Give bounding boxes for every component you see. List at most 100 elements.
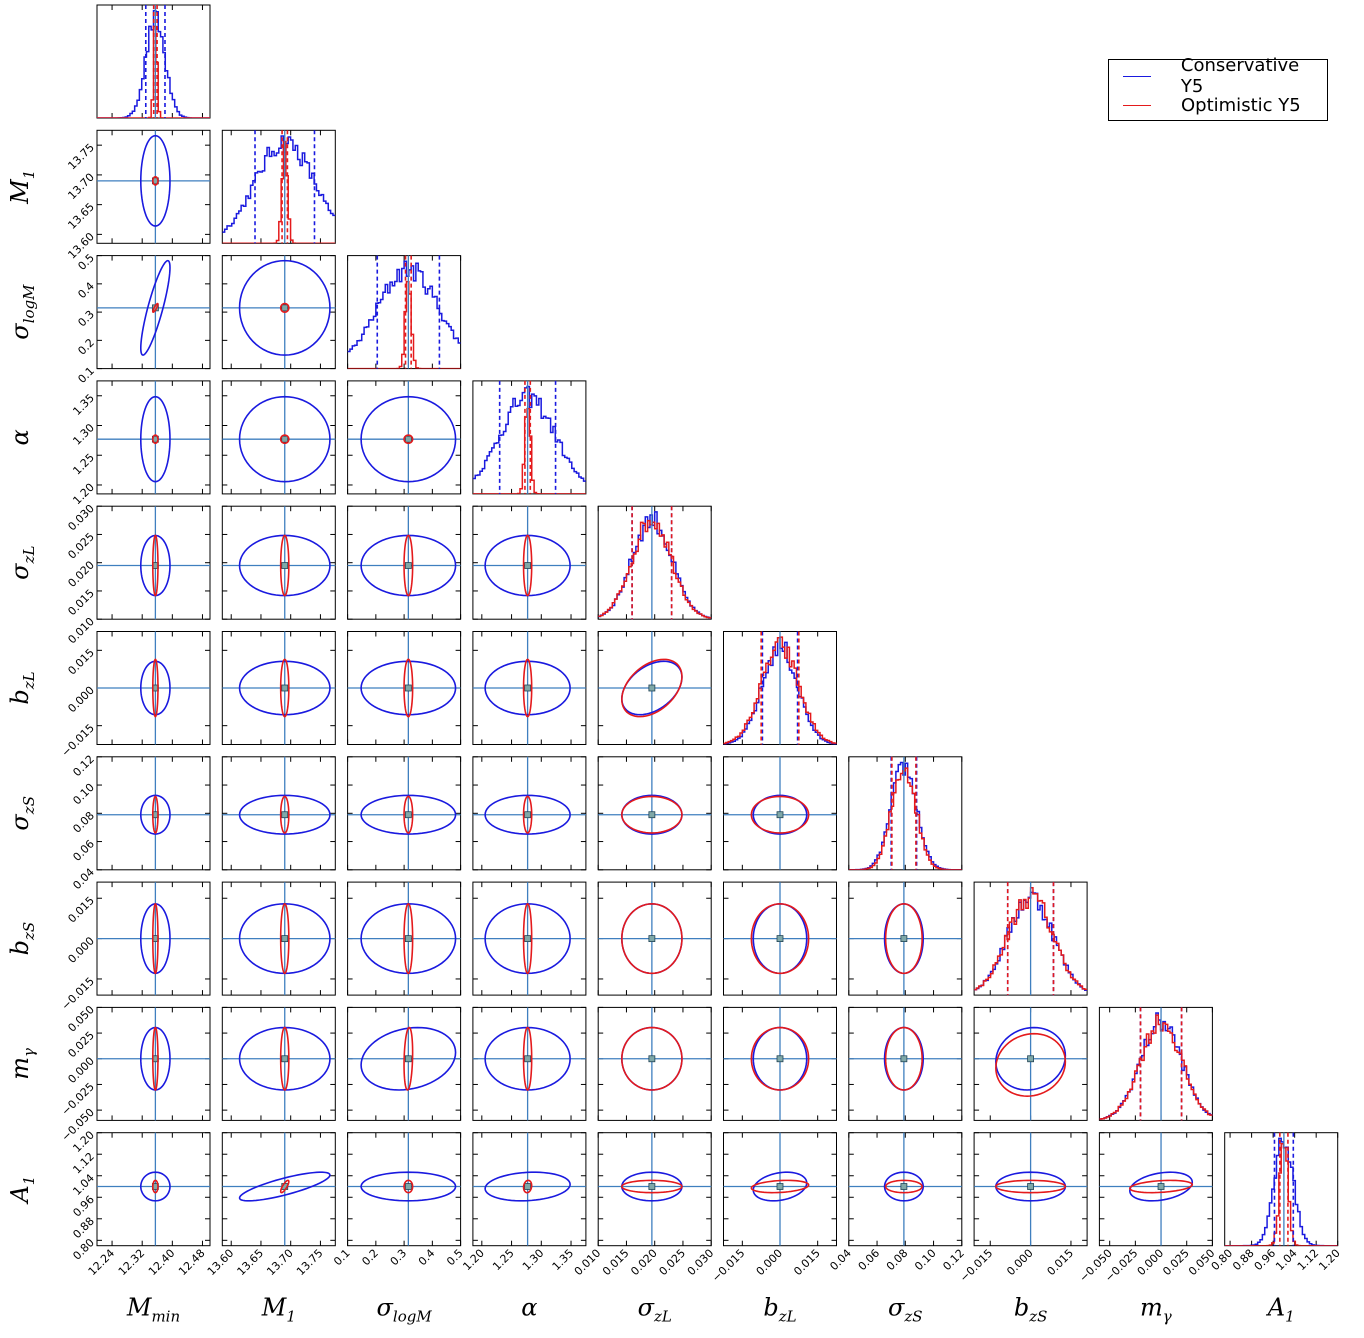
contour-optimistic (279, 1026, 290, 1091)
panel-b_zL-b_zL (723, 631, 837, 745)
truth-marker (524, 935, 532, 942)
contour-conservative (484, 1026, 571, 1091)
panel-A1-A1 (1224, 1132, 1339, 1247)
y-tick-label: 13.75 (65, 141, 96, 172)
x-tick-label: 0.88 (1230, 1247, 1257, 1274)
x-axis-label: α (521, 1294, 537, 1322)
contour-optimistic (152, 658, 159, 718)
x-tick-label: 0.025 (657, 1247, 688, 1278)
contour-optimistic (522, 658, 533, 718)
x-tick-label: 1.25 (490, 1247, 517, 1274)
panel-sigma_zS-sigma_zS (848, 756, 963, 871)
panel-sigma_zS-alpha (472, 756, 587, 871)
truth-marker (524, 684, 532, 692)
y-axis-label: σzL (6, 546, 38, 580)
contour-conservative (484, 660, 571, 716)
panel-frame (96, 129, 211, 244)
panel-frame (221, 380, 336, 495)
x-axis-label: bzS (1014, 1294, 1048, 1326)
contour-conservative (139, 259, 171, 356)
panel-b_zS-M1 (221, 881, 336, 996)
x-axis-label: σlogM (377, 1294, 433, 1326)
truth-marker (776, 1183, 784, 1190)
y-axis-label: σzS (6, 796, 38, 831)
contour-optimistic (884, 1026, 923, 1091)
contour-conservative (139, 794, 171, 835)
truth-marker (648, 811, 656, 819)
contour-optimistic (620, 1179, 683, 1194)
x-axis-label: A1 (1266, 1294, 1295, 1326)
x-tick-label: 13.60 (205, 1247, 236, 1278)
contour-conservative (238, 395, 331, 483)
contour-conservative (139, 395, 171, 483)
x-axis-label: M1 (261, 1294, 296, 1326)
panel-frame (221, 1132, 336, 1247)
truth-marker (281, 935, 289, 942)
panel-sigma_zL-sigma_zL (597, 505, 712, 620)
y-tick-label: 0.04 (70, 866, 97, 893)
y-tick-label: 0.015 (65, 646, 96, 677)
y-axis-label: bzL (6, 671, 38, 704)
contour-conservative (484, 794, 571, 835)
contour-optimistic (279, 1179, 290, 1194)
panel-A1-b_zL (723, 1132, 837, 1247)
panel-sigma_zS-b_zL (723, 756, 837, 871)
panel-m_gamma-M1 (221, 1006, 336, 1121)
truth-marker (404, 811, 412, 819)
truth-marker (404, 935, 412, 942)
contour-conservative (360, 903, 457, 975)
x-tick-label: 1.30 (520, 1247, 547, 1274)
x-tick-label: 13.65 (235, 1247, 266, 1278)
panel-M1-M1 (221, 129, 336, 244)
y-tick-label: 0.025 (65, 530, 96, 561)
contour-optimistic (522, 1179, 533, 1194)
contour-optimistic (279, 795, 290, 834)
x-tick-label: 0.1 (331, 1247, 353, 1269)
y-tick-label: 1.25 (70, 451, 97, 478)
panel-m_gamma-m_gamma (1098, 1006, 1213, 1121)
truth-marker (900, 935, 908, 942)
truth-marker (524, 811, 532, 819)
panel-b_zS-b_zS (973, 881, 1088, 996)
y-tick-label: 0.12 (70, 753, 97, 780)
contour-optimistic (621, 903, 683, 975)
panel-Mmin-Mmin (96, 4, 211, 119)
histogram-optimistic (598, 519, 712, 619)
contour-optimistic (403, 902, 414, 975)
histogram-optimistic (222, 140, 336, 244)
y-tick-label: 0.08 (70, 809, 97, 836)
contour-conservative (360, 1026, 457, 1091)
truth-marker (281, 435, 289, 443)
x-tick-label: 13.70 (264, 1247, 295, 1278)
x-tick-label: 13.75 (294, 1247, 325, 1278)
y-tick-label: 0.2 (75, 336, 97, 358)
contour-optimistic (1128, 1179, 1194, 1194)
y-tick-label: 0.88 (70, 1215, 97, 1242)
panel-sigma_logM-sigma_logM (347, 255, 462, 370)
contour-conservative (360, 1171, 457, 1202)
contour-optimistic (403, 534, 414, 597)
contour-conservative (238, 534, 331, 597)
truth-marker (900, 1183, 908, 1190)
contour-optimistic (403, 434, 414, 445)
truth-marker (404, 1055, 412, 1063)
truth-marker (281, 1055, 289, 1063)
truth-marker (524, 562, 532, 569)
contour-optimistic (403, 1026, 414, 1091)
x-tick-label: 0.015 (791, 1247, 822, 1278)
y-tick-label: 0.80 (70, 1236, 97, 1263)
x-tick-label: 1.20 (460, 1247, 487, 1274)
contour-optimistic (403, 1179, 414, 1194)
legend-swatch-conservative (1123, 75, 1151, 77)
panel-frame (221, 505, 336, 620)
panel-A1-M1 (221, 1132, 336, 1247)
contour-optimistic (279, 302, 290, 313)
panel-frame (221, 1006, 336, 1121)
y-tick-label: 1.20 (70, 481, 97, 508)
y-tick-label: 0.000 (65, 1055, 96, 1086)
panel-b_zS-alpha (472, 881, 587, 996)
panel-M1-Mmin (96, 129, 211, 244)
truth-marker (1027, 1183, 1034, 1190)
x-axis-label: mγ (1140, 1294, 1172, 1326)
x-axis-label: σzL (638, 1294, 672, 1326)
